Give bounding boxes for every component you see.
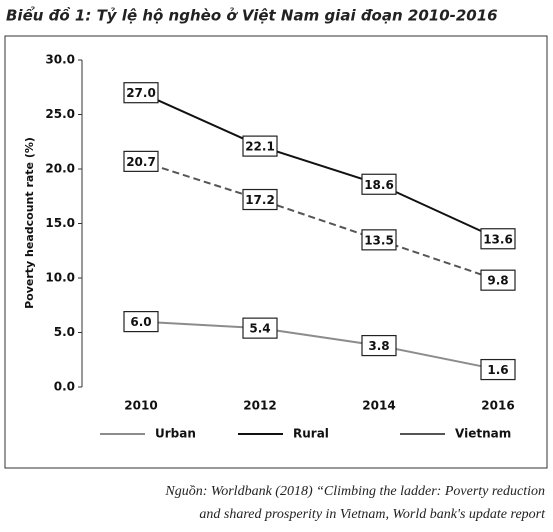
value-label-box (242, 188, 278, 211)
line (140, 160, 499, 282)
value-label-box (123, 82, 159, 104)
x-tick-label: 2012 (243, 399, 276, 413)
source: Nguồn: Worldbank (2018) “Climbing the la… (164, 484, 545, 499)
value-label: 9.8 (487, 274, 508, 288)
value-label: 22.1 (245, 140, 275, 154)
y-tick-label: 5.0 (54, 325, 75, 339)
value-label-box (361, 173, 397, 195)
value-label-box (123, 150, 159, 172)
y-tick-label: 25.0 (45, 107, 75, 121)
value-label: 5.4 (249, 322, 270, 336)
value-label-box (361, 229, 397, 251)
value-label: 13.5 (364, 233, 394, 247)
legend-label: Vietnam (455, 427, 511, 441)
y-tick-label: 0.0 (54, 380, 75, 394)
source: and shared prosperity in Vietnam, World … (199, 507, 546, 522)
value-label: 1.6 (487, 363, 508, 377)
value-label: 6.0 (130, 315, 151, 329)
value-label-box (242, 135, 278, 157)
frame (4, 35, 548, 469)
value-label: 27.0 (126, 86, 156, 100)
y-tick-label: 15.0 (45, 216, 75, 230)
value-label: 20.7 (126, 155, 156, 169)
y-tick-label: 10.0 (45, 271, 75, 285)
value-label-box (480, 269, 516, 291)
legend-label: Rural (293, 427, 329, 441)
value-label: 3.8 (368, 339, 389, 353)
value-label-box (480, 358, 516, 381)
value-label-box (242, 317, 278, 339)
legend-label: Urban (155, 427, 196, 441)
x-tick-label: 2010 (124, 399, 157, 413)
value-label: 18.6 (364, 178, 394, 192)
value-label: 17.2 (245, 193, 275, 207)
chart-title: Biểu đồ 1: Tỷ lệ hộ nghèo ở Việt Nam gia… (6, 6, 498, 25)
value-label-box (123, 311, 159, 333)
x-tick-label: 2016 (481, 399, 514, 413)
x-tick-label: 2014 (362, 399, 395, 413)
line (140, 91, 499, 240)
y-tick-label: 20.0 (45, 162, 75, 176)
value-label-box (480, 228, 516, 250)
y-tick-label: 30.0 (45, 53, 75, 67)
line (140, 320, 499, 371)
value-label: 13.6 (483, 232, 513, 246)
y-axis-label: Poverty headcount rate (%) (23, 137, 36, 309)
value-label-box (361, 334, 397, 357)
